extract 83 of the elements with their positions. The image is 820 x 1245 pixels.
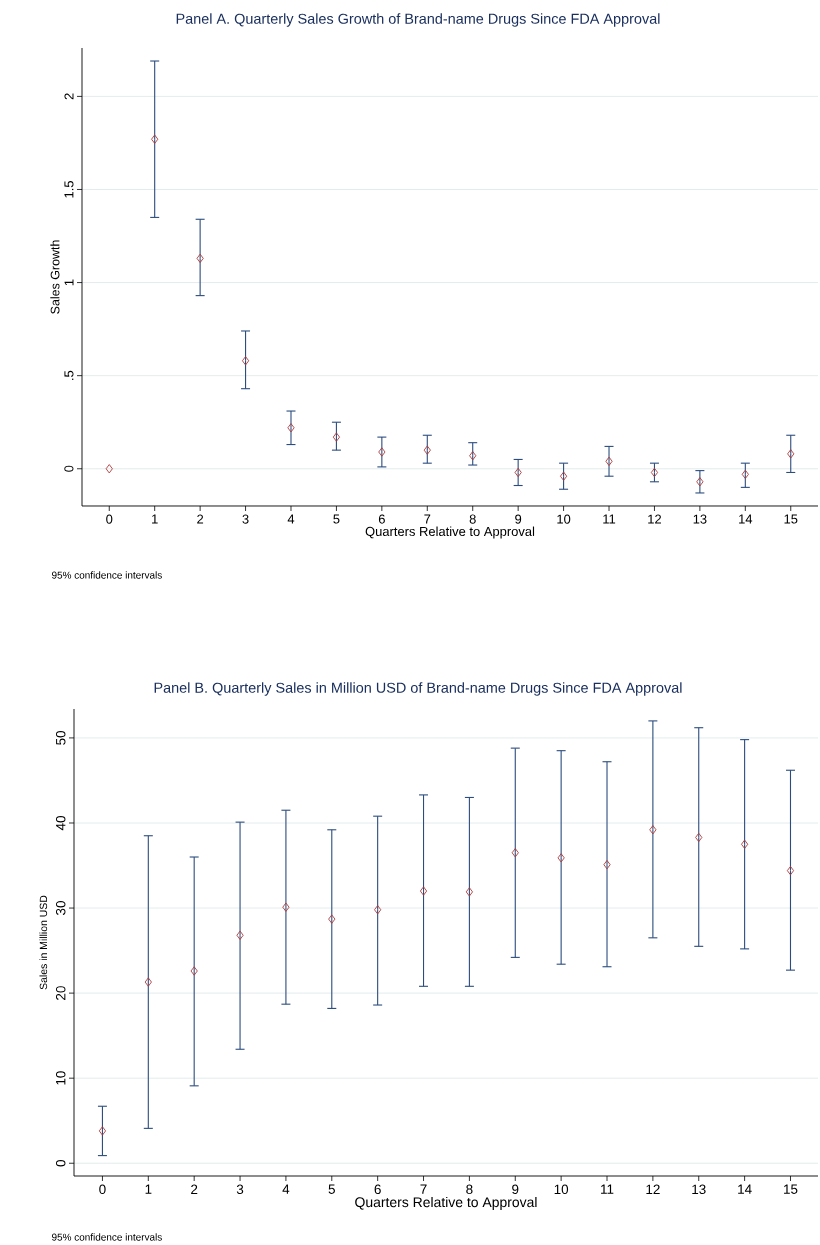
point: [328, 914, 336, 924]
x-tick-label: 14: [739, 514, 753, 524]
y-tick-label: 10: [55, 1071, 66, 1085]
point: [465, 887, 473, 897]
x-tick-label: 9: [512, 1184, 519, 1195]
x-tick-label: 2: [197, 514, 204, 524]
point: [514, 467, 522, 478]
point: [649, 825, 657, 835]
point: [374, 905, 382, 915]
x-tick-label: 15: [784, 514, 798, 524]
x-tick-label: 13: [693, 514, 707, 524]
x-tick-label: 2: [191, 1184, 198, 1194]
point: [696, 477, 704, 487]
point: [151, 134, 159, 144]
x-tick-label: 12: [646, 1184, 660, 1194]
text: 95% confidence intervals: [51, 1233, 162, 1241]
x-tick-label: 7: [420, 1184, 427, 1194]
y-tick-label: 1.5: [64, 181, 74, 198]
x-tick-label: 12: [648, 514, 661, 524]
point: [741, 469, 749, 479]
x-axis-title: Quarters Relative to Approval: [355, 1196, 537, 1210]
x-tick-label: 11: [601, 1184, 614, 1194]
x-tick-label: 1: [152, 514, 158, 524]
x-tick-label: 10: [557, 514, 571, 524]
x-tick-label: 6: [378, 514, 385, 524]
chart-title: Panel A. Quarterly Sales Growth of Brand-name Drugs Since FDA Approval: [176, 13, 660, 27]
point: [786, 865, 795, 876]
x-tick-label: 15: [784, 1184, 798, 1194]
point: [236, 930, 244, 940]
point: [419, 886, 428, 896]
point: [603, 860, 611, 870]
y-tick-label: 20: [55, 986, 66, 1000]
x-tick-label: 14: [738, 1184, 752, 1194]
y-tick-label: 40: [55, 816, 66, 831]
y-tick-label: 0: [64, 465, 74, 472]
y-tick-label: 50: [55, 730, 66, 745]
y-tick-label: 30: [55, 901, 66, 916]
point: [423, 445, 431, 455]
x-tick-label: 6: [374, 1184, 381, 1195]
y-tick-label: .5: [64, 370, 74, 380]
point: [469, 451, 477, 461]
point: [650, 467, 659, 478]
point: [144, 977, 152, 987]
point: [605, 456, 613, 466]
y-tick-label: 1: [64, 279, 74, 286]
point: [787, 449, 795, 459]
y-axis-title: Sales in Million USD: [39, 895, 48, 990]
x-tick-label: 13: [692, 1184, 706, 1195]
point: [98, 1126, 107, 1136]
x-tick-label: 11: [603, 514, 616, 524]
x-axis-title: Quarters Relative to Approval: [365, 526, 535, 539]
chart-title: Panel B. Quarterly Sales in Million USD of Brand-name Drugs Since FDA Approval: [154, 682, 682, 696]
x-tick-label: 3: [242, 514, 249, 524]
point: [105, 464, 113, 474]
x-tick-label: 4: [287, 514, 295, 524]
x-tick-label: 5: [328, 1184, 335, 1194]
point: [287, 423, 295, 433]
x-tick-label: 9: [515, 514, 522, 524]
x-tick-label: 8: [469, 514, 476, 524]
text: 95% confidence intervals: [51, 571, 162, 579]
point: [190, 966, 198, 976]
point: [196, 253, 204, 264]
point: [557, 853, 565, 863]
point: [282, 902, 290, 912]
x-tick-label: 3: [236, 1184, 244, 1195]
x-tick-label: 4: [282, 1184, 290, 1194]
y-tick-label: 0: [55, 1160, 66, 1167]
point: [741, 839, 749, 849]
x-tick-label: 1: [145, 1184, 152, 1194]
x-tick-label: 8: [466, 1184, 473, 1195]
point: [241, 356, 250, 366]
point: [511, 848, 519, 858]
point: [378, 447, 386, 457]
point: [332, 432, 341, 442]
x-tick-label: 0: [106, 514, 113, 524]
x-tick-label: 0: [99, 1184, 106, 1195]
y-tick-label: 2: [64, 93, 74, 100]
y-axis-title: Sales Growth: [50, 240, 60, 314]
point: [695, 832, 703, 843]
x-tick-label: 7: [424, 514, 431, 524]
x-tick-label: 5: [333, 514, 340, 524]
point: [559, 471, 568, 481]
x-tick-label: 10: [554, 1184, 569, 1195]
